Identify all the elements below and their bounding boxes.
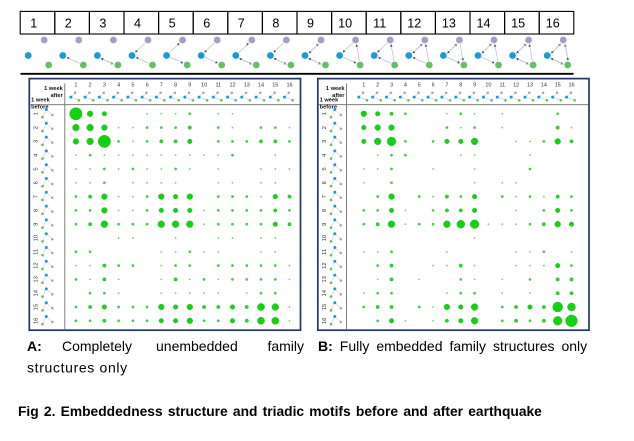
svg-text:15: 15 bbox=[33, 304, 39, 310]
svg-text:A:: A: bbox=[27, 338, 42, 354]
svg-text:8: 8 bbox=[322, 209, 328, 212]
svg-text:5: 5 bbox=[131, 83, 134, 89]
svg-text:3: 3 bbox=[322, 140, 328, 143]
svg-text:7: 7 bbox=[322, 195, 328, 198]
svg-text:1 week: 1 week bbox=[44, 86, 63, 92]
svg-text:5: 5 bbox=[33, 167, 39, 170]
svg-text:10: 10 bbox=[338, 17, 352, 31]
svg-text:11: 11 bbox=[322, 249, 328, 255]
svg-text:4: 4 bbox=[322, 153, 328, 157]
svg-text:6: 6 bbox=[203, 17, 210, 31]
svg-text:Completely: Completely bbox=[62, 338, 132, 354]
svg-text:10: 10 bbox=[485, 83, 491, 89]
svg-text:15: 15 bbox=[272, 83, 278, 89]
svg-text:15: 15 bbox=[555, 83, 561, 89]
svg-text:9: 9 bbox=[473, 83, 476, 89]
svg-text:6: 6 bbox=[33, 181, 39, 184]
svg-text:4: 4 bbox=[404, 83, 407, 89]
svg-text:before: before bbox=[320, 105, 337, 111]
svg-text:15: 15 bbox=[322, 304, 328, 310]
svg-text:13: 13 bbox=[33, 276, 39, 282]
svg-text:11: 11 bbox=[373, 17, 386, 31]
svg-text:family: family bbox=[267, 338, 304, 354]
svg-text:4: 4 bbox=[134, 17, 141, 31]
svg-text:14: 14 bbox=[476, 17, 490, 31]
svg-text:12: 12 bbox=[33, 262, 39, 268]
svg-text:1: 1 bbox=[322, 112, 328, 115]
svg-text:16: 16 bbox=[568, 83, 574, 89]
svg-text:2: 2 bbox=[322, 126, 328, 129]
svg-text:1 week: 1 week bbox=[31, 97, 50, 103]
svg-text:B: Fully embedded family struc: B: Fully embedded family structures only bbox=[318, 338, 587, 354]
svg-text:4: 4 bbox=[117, 83, 120, 89]
svg-text:1 week: 1 week bbox=[320, 97, 339, 103]
svg-text:13: 13 bbox=[244, 83, 250, 89]
svg-text:13: 13 bbox=[527, 83, 533, 89]
svg-text:11: 11 bbox=[215, 83, 221, 89]
svg-text:1: 1 bbox=[30, 17, 37, 31]
svg-text:9: 9 bbox=[322, 223, 328, 226]
svg-text:1: 1 bbox=[74, 83, 77, 89]
svg-text:1 week: 1 week bbox=[326, 86, 345, 92]
svg-text:5: 5 bbox=[322, 167, 328, 170]
svg-text:7: 7 bbox=[238, 17, 245, 31]
svg-text:8: 8 bbox=[272, 17, 279, 31]
svg-text:structures only: structures only bbox=[27, 359, 128, 375]
svg-text:9: 9 bbox=[33, 223, 39, 226]
svg-text:2: 2 bbox=[376, 83, 379, 89]
svg-text:12: 12 bbox=[513, 83, 519, 89]
svg-text:1: 1 bbox=[362, 83, 365, 89]
svg-text:7: 7 bbox=[445, 83, 448, 89]
svg-text:8: 8 bbox=[174, 83, 177, 89]
svg-text:12: 12 bbox=[407, 17, 421, 31]
svg-text:14: 14 bbox=[541, 83, 547, 89]
svg-text:7: 7 bbox=[33, 195, 39, 198]
svg-text:2: 2 bbox=[65, 17, 72, 31]
svg-text:12: 12 bbox=[322, 262, 328, 268]
svg-text:10: 10 bbox=[201, 83, 207, 89]
svg-text:14: 14 bbox=[33, 289, 39, 296]
svg-text:Fig 2. Embeddedness structure: Fig 2. Embeddedness structure and triadi… bbox=[18, 404, 542, 419]
svg-text:8: 8 bbox=[33, 209, 39, 212]
svg-text:12: 12 bbox=[229, 83, 235, 89]
svg-text:3: 3 bbox=[390, 83, 393, 89]
svg-text:6: 6 bbox=[322, 181, 328, 184]
svg-text:4: 4 bbox=[33, 153, 39, 157]
svg-text:11: 11 bbox=[33, 249, 39, 255]
svg-text:2: 2 bbox=[33, 126, 39, 129]
svg-text:3: 3 bbox=[103, 83, 106, 89]
svg-text:8: 8 bbox=[459, 83, 462, 89]
svg-text:3: 3 bbox=[33, 140, 39, 143]
svg-text:16: 16 bbox=[546, 17, 560, 31]
svg-text:before: before bbox=[31, 105, 48, 111]
svg-text:11: 11 bbox=[499, 83, 505, 89]
svg-text:9: 9 bbox=[307, 17, 314, 31]
svg-text:16: 16 bbox=[33, 318, 39, 324]
svg-text:6: 6 bbox=[432, 83, 435, 89]
svg-text:unembedded: unembedded bbox=[156, 338, 238, 354]
svg-text:16: 16 bbox=[322, 318, 328, 324]
svg-text:5: 5 bbox=[169, 17, 176, 31]
svg-text:after: after bbox=[332, 93, 345, 99]
svg-text:10: 10 bbox=[33, 235, 39, 241]
svg-text:14: 14 bbox=[322, 289, 328, 296]
svg-text:13: 13 bbox=[442, 17, 456, 31]
svg-text:9: 9 bbox=[188, 83, 191, 89]
svg-text:6: 6 bbox=[146, 83, 149, 89]
svg-text:7: 7 bbox=[160, 83, 163, 89]
svg-text:1: 1 bbox=[33, 112, 39, 115]
svg-text:15: 15 bbox=[511, 17, 525, 31]
svg-text:after: after bbox=[50, 93, 63, 99]
svg-text:10: 10 bbox=[322, 235, 328, 241]
svg-text:5: 5 bbox=[418, 83, 421, 89]
svg-text:16: 16 bbox=[286, 83, 292, 89]
svg-text:3: 3 bbox=[99, 17, 106, 31]
svg-text:2: 2 bbox=[89, 83, 92, 89]
svg-text:13: 13 bbox=[322, 276, 328, 282]
svg-text:14: 14 bbox=[258, 83, 264, 89]
